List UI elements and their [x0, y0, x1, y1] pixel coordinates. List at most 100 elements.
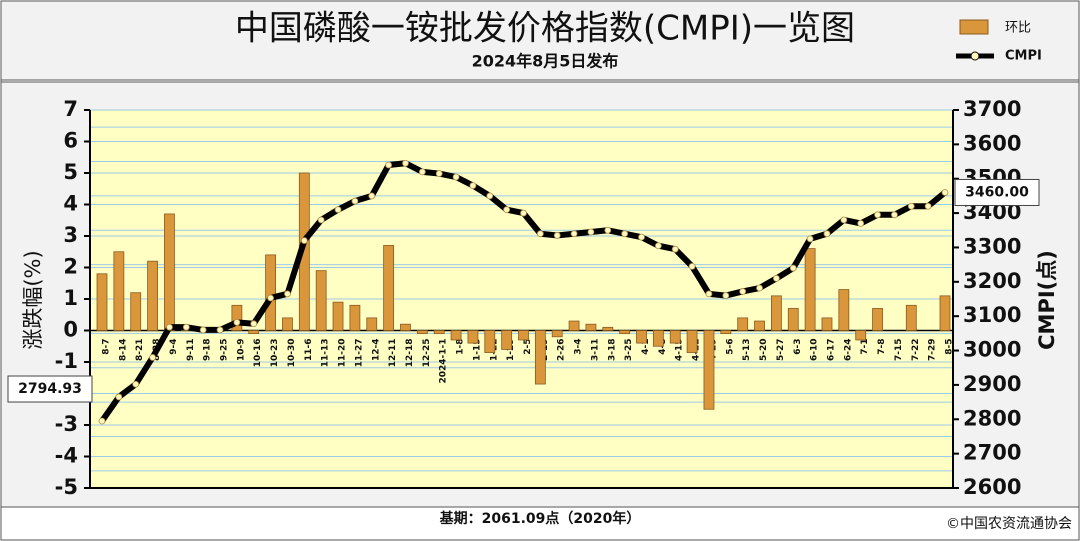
- y-tick-label: -1: [55, 349, 78, 373]
- point: [435, 170, 443, 177]
- legend-label: CMPI: [1005, 49, 1042, 64]
- bar: [501, 330, 513, 350]
- x-tick-label: 3-4: [574, 339, 584, 355]
- x-tick-label: 7-1: [860, 339, 870, 355]
- bar: [619, 330, 631, 335]
- x-tick-label: 1-15: [472, 339, 482, 362]
- bar: [703, 330, 715, 410]
- bar: [534, 330, 546, 385]
- bar: [720, 330, 732, 335]
- x-tick-label: 4-1: [641, 339, 651, 355]
- point: [536, 230, 544, 238]
- y-tick-label: 5: [63, 160, 78, 184]
- point: [840, 216, 848, 224]
- y-tick-label: 0: [63, 318, 78, 342]
- point: [115, 393, 123, 401]
- y-tick-label: 4: [63, 192, 78, 216]
- x-tick-label: 7-8: [877, 339, 887, 355]
- point: [452, 173, 460, 181]
- y-tick-label: -4: [55, 444, 78, 468]
- x-tick-label: 5-27: [776, 339, 786, 362]
- value-label-box: [954, 178, 1040, 206]
- point: [418, 168, 426, 176]
- x-tick-label: 12-18: [405, 339, 415, 368]
- x-tick-label: 10-30: [287, 339, 297, 368]
- point: [941, 189, 949, 196]
- point: [317, 216, 325, 224]
- legend-bar-swatch: [959, 19, 989, 35]
- point: [351, 197, 359, 205]
- y2-tick-label: 2600: [963, 475, 1021, 499]
- x-tick-label: 5-13: [742, 339, 752, 362]
- x-tick-label: 11-20: [338, 339, 348, 368]
- bar: [669, 330, 681, 344]
- bar: [737, 317, 749, 331]
- bar: [652, 330, 664, 347]
- x-tick-label: 11-27: [354, 339, 364, 368]
- bar: [636, 330, 647, 344]
- y-tick-label: -5: [55, 475, 78, 499]
- bar: [282, 317, 293, 331]
- point: [469, 182, 477, 190]
- bar: [147, 260, 158, 331]
- bar: [248, 330, 260, 335]
- point: [132, 380, 140, 388]
- bar: [113, 251, 125, 331]
- bar: [754, 320, 765, 331]
- header: [0, 0, 1080, 81]
- y2-tick-label: 3200: [963, 269, 1021, 293]
- point: [233, 318, 241, 326]
- point: [402, 159, 409, 167]
- point: [520, 209, 527, 217]
- value-label: 3460.00: [965, 184, 1029, 200]
- x-tick-label: 12-25: [422, 339, 432, 368]
- point: [789, 264, 797, 272]
- x-tick-label: 2-5: [523, 339, 533, 355]
- bar: [787, 308, 799, 331]
- x-tick-label: 9-11: [186, 339, 196, 362]
- bar: [855, 330, 867, 341]
- source: ©中国农资流通协会: [946, 516, 1072, 532]
- x-tick-label: 7-15: [894, 339, 904, 362]
- x-tick-label: 2-26: [557, 339, 567, 362]
- bar: [164, 213, 175, 331]
- legend-line-swatch: [970, 51, 980, 61]
- bar: [96, 273, 108, 331]
- bar: [231, 304, 243, 331]
- y-tick-label: 3: [63, 223, 78, 247]
- x-tick-label: 12-4: [371, 339, 381, 362]
- point: [671, 245, 679, 253]
- point: [621, 230, 629, 238]
- x-tick-label: 6-24: [843, 339, 853, 362]
- point: [267, 294, 275, 302]
- point: [773, 274, 780, 282]
- bar: [332, 301, 344, 331]
- value-label: 2794.93: [18, 381, 82, 397]
- point: [604, 226, 612, 234]
- x-tick-label: 11-6: [304, 339, 314, 362]
- point: [486, 192, 494, 200]
- legend-label: 环比: [1005, 21, 1031, 36]
- value-label-box: [7, 375, 93, 403]
- bar: [518, 330, 529, 341]
- point: [739, 288, 747, 295]
- point: [368, 192, 376, 200]
- x-tick-label: 6-17: [826, 339, 836, 362]
- point: [857, 219, 865, 227]
- y2-tick-label: 3300: [963, 234, 1021, 258]
- x-tick-label: 12-11: [388, 339, 398, 368]
- bar: [366, 317, 378, 331]
- x-tick-label: 3-25: [624, 339, 634, 362]
- bar: [939, 295, 951, 331]
- x-tick-label: 9-18: [203, 339, 213, 362]
- point: [705, 290, 713, 298]
- y-tick-label: 7: [63, 97, 78, 121]
- x-tick-label: 5-6: [725, 339, 735, 355]
- point: [587, 228, 595, 236]
- x-tick-label: 10-9: [236, 339, 246, 362]
- x-tick-label: 9-4: [169, 339, 179, 355]
- bar: [602, 326, 614, 331]
- chart-title: 中国磷酸一铵批发价格指数(CMPI)一览图: [235, 9, 855, 49]
- x-tick-label: 1-8: [456, 339, 466, 355]
